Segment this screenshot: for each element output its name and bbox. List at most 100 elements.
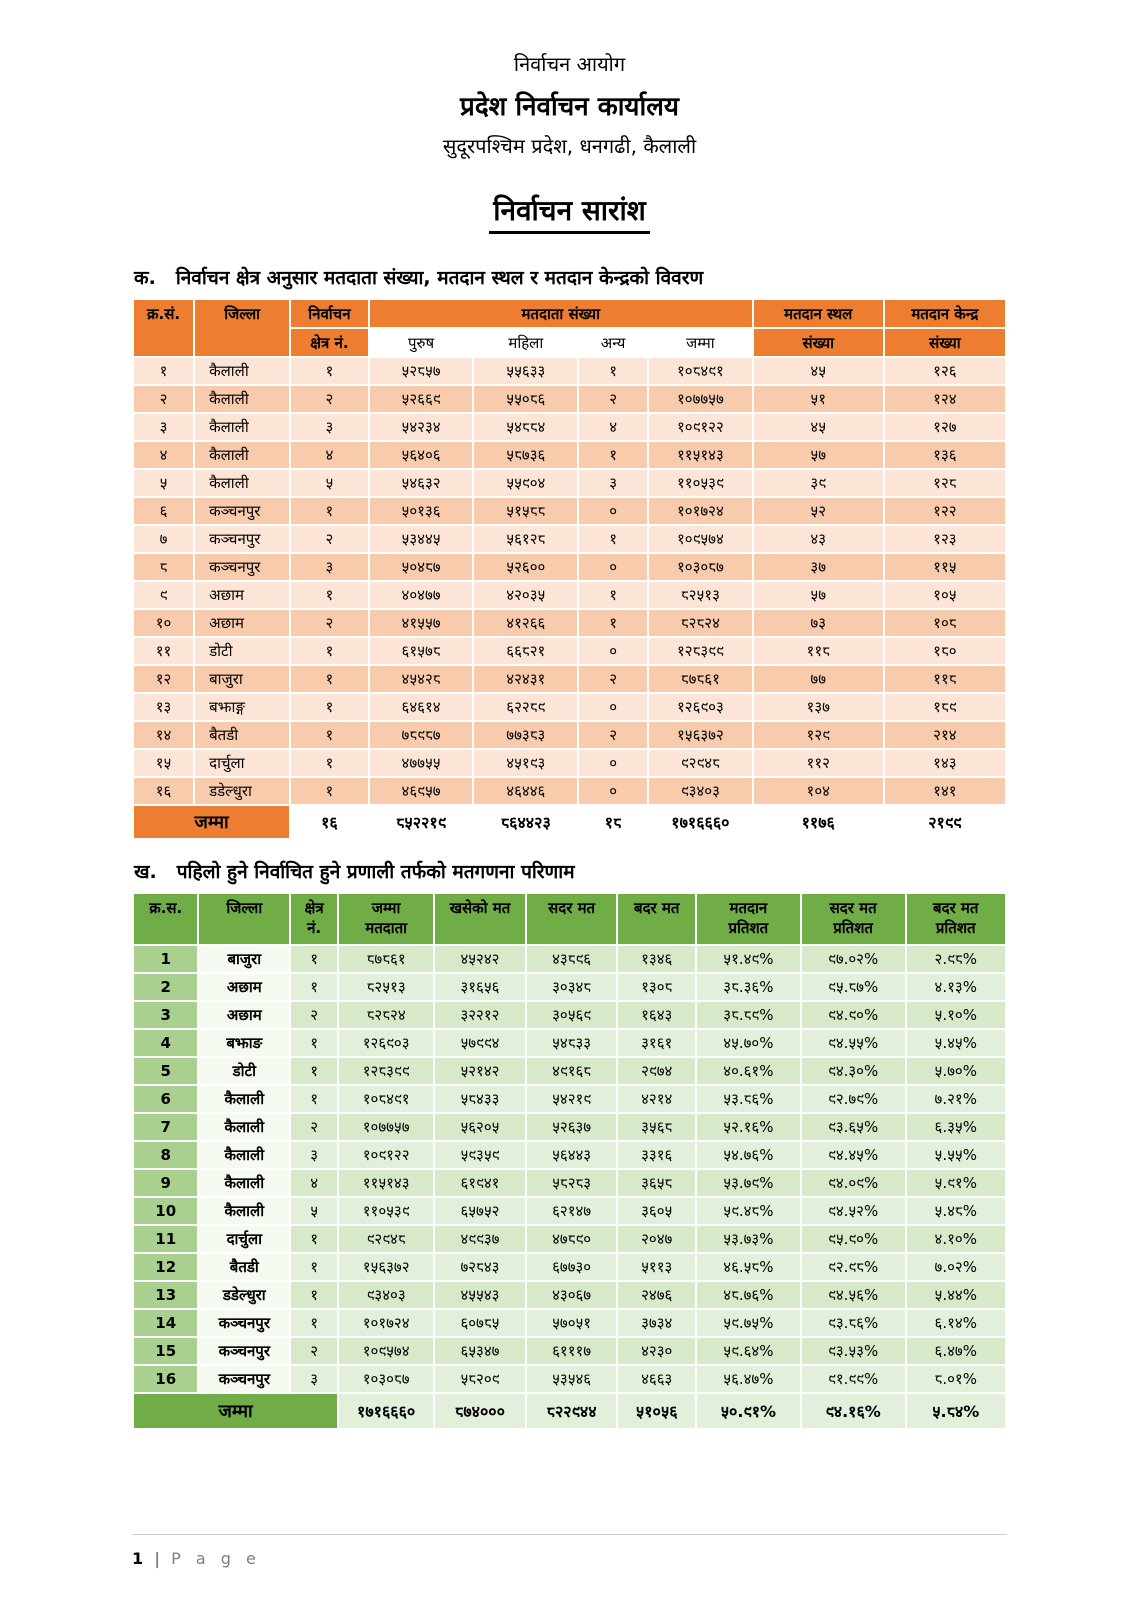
table-cell: कैलाली: [193, 412, 292, 442]
table-cell: ०: [577, 552, 650, 582]
table-cell: ४५५४३: [433, 1280, 527, 1310]
table-cell: १: [289, 972, 340, 1002]
table-cell: १: [577, 580, 650, 610]
table-cell: ९४.९०%: [799, 1000, 907, 1030]
table-cell: १: [131, 356, 196, 386]
table-cell: ४३: [751, 524, 885, 554]
voter-summary-table: क्र.सं. जिल्ला निर्वाचन मतदाता संख्या मत…: [131, 298, 1008, 840]
table-cell: ९: [131, 580, 196, 610]
table-row: 8 कैलाली ३ १०९१२२ ५९३५९ ५६४४३ ३३१६ ५४.७६% ९४.४५%…: [131, 1140, 1008, 1170]
column-header-turnout-pct: मतदान प्रतिशत: [695, 892, 802, 946]
table-cell: ५: [289, 1196, 340, 1226]
table-row: 1 बाजुरा १ ८७८६१ ४५२४२ ४३८९६ १३४६ ५१.४९% ९७.०२% २…: [131, 944, 1008, 974]
table-cell: 11: [131, 1224, 200, 1254]
table-cell: १५६३७२: [647, 720, 754, 750]
table-cell: १: [289, 496, 370, 526]
section-a-label: क.: [134, 267, 156, 289]
table-cell: १३४६: [616, 944, 698, 974]
table-cell: १६: [131, 776, 196, 806]
table-cell: 7: [131, 1112, 200, 1142]
table-cell: ६.१४%: [904, 1308, 1008, 1338]
column-header-polling-place-count: संख्या: [751, 327, 885, 358]
table-row: ३ कैलाली ३ ५४२३४ ५४८८४ ४ १०९१२२ ४५ १२७: [131, 412, 1008, 442]
column-header-total-voters: जम्मा मतदाता: [337, 892, 436, 946]
table-cell: ५३४४५: [367, 524, 475, 554]
table-cell: कैलाली: [197, 1168, 292, 1198]
table-cell: ४: [289, 440, 370, 470]
table-cell: २४७६: [616, 1280, 698, 1310]
voter-summary-table-body: १ कैलाली १ ५२८५७ ५५६३३ १ १०८४९१ ४५ १२६ २ कैलाली २ ५२…: [131, 356, 1008, 806]
table-cell: ४: [131, 440, 196, 470]
table-cell: ११०५३९: [647, 468, 754, 498]
table-cell: ७: [131, 524, 196, 554]
table-cell: ९२९४८: [337, 1224, 436, 1254]
table-cell: ११८: [751, 636, 885, 666]
table-cell: बझाङ: [197, 1028, 292, 1058]
table-cell: ५७: [751, 580, 885, 610]
table-cell: ९५.९०%: [799, 1224, 907, 1254]
table-row: १३ बझाङ्ग १ ६४६१४ ६२२८९ ० १२६९०३ १३७ १८९: [131, 692, 1008, 722]
table-cell: ६१५७८: [367, 636, 475, 666]
table-cell: ५२१४२: [433, 1056, 527, 1086]
column-header-other: अन्य: [577, 327, 650, 358]
table-cell: ४२३०: [616, 1336, 698, 1366]
table-cell: १२६९०३: [337, 1028, 436, 1058]
table-cell: 6: [131, 1084, 200, 1114]
table-cell: ४५.७०%: [695, 1028, 802, 1058]
table-cell: कैलाली: [197, 1084, 292, 1114]
table-cell: ३७: [751, 552, 885, 582]
table-cell: अछाम: [197, 1000, 292, 1030]
table-cell: ५३.८६%: [695, 1084, 802, 1114]
table-cell: ८७८६१: [647, 664, 754, 694]
vote-count-table-header: क्र.स. जिल्ला क्षेत्र नं. जम्मा मतदाता ख…: [131, 892, 1008, 946]
table-cell: १०९५७४: [647, 524, 754, 554]
total-valid-votes: ८२२९४४: [524, 1392, 619, 1430]
table-cell: ११०५३९: [337, 1196, 436, 1226]
column-header-constituency-no: क्षेत्र नं.: [289, 327, 370, 358]
table-cell: १२८३९९: [647, 636, 754, 666]
table-cell: ९२९४८: [647, 748, 754, 778]
table-cell: ६.४७%: [904, 1336, 1008, 1366]
table-cell: ६२२८९: [472, 692, 580, 722]
table-cell: १: [289, 692, 370, 722]
table-cell: ४३८९६: [524, 944, 619, 974]
table-row: १६ डडेल्धुरा १ ४६९५७ ४६४४६ ० ९३४०३ १०४ १४१: [131, 776, 1008, 806]
table-cell: ३: [289, 412, 370, 442]
table-cell: ५१५८८: [472, 496, 580, 526]
table-cell: २: [289, 608, 370, 638]
table-cell: ७३: [751, 608, 885, 638]
page-footer-separator: |: [154, 1549, 161, 1568]
voter-summary-table-header: क्र.सं. जिल्ला निर्वाचन मतदाता संख्या मत…: [131, 298, 1008, 358]
table-cell: ४.१३%: [904, 972, 1008, 1002]
table-cell: ०: [577, 776, 650, 806]
table-row: 16 कञ्चनपुर ३ १०३०८७ ५८२०९ ५३५४६ ४६६३ ५६.४७% ९१.…: [131, 1364, 1008, 1394]
table-cell: ६६८२१: [472, 636, 580, 666]
table-cell: ९१.९९%: [799, 1364, 907, 1394]
total-constituencies: १६: [289, 804, 370, 840]
table-cell: १४१: [882, 776, 1008, 806]
table-cell: ६४६१४: [367, 692, 475, 722]
table-cell: १: [289, 1028, 340, 1058]
table-cell: कैलाली: [197, 1196, 292, 1226]
table-cell: ५७: [751, 440, 885, 470]
table-cell: १२६९०३: [647, 692, 754, 722]
table-cell: ३३१६: [616, 1140, 698, 1170]
table-cell: ५: [289, 468, 370, 498]
table-cell: ५.४४%: [904, 1280, 1008, 1310]
table-cell: ८२५१३: [337, 972, 436, 1002]
table-cell: २: [577, 720, 650, 750]
table-row: ७ कञ्चनपुर २ ५३४४५ ५६१२८ १ १०९५७४ ४३ १२३: [131, 524, 1008, 554]
table-cell: ८.०१%: [904, 1364, 1008, 1394]
table-cell: १५: [131, 748, 196, 778]
section-b-heading: ख. पहिलो हुने निर्वाचित हुने प्रणाली तर्…: [134, 858, 1007, 884]
table-cell: ६२१४७: [524, 1196, 619, 1226]
table-cell: १: [289, 1280, 340, 1310]
table-cell: ३०५६९: [524, 1000, 619, 1030]
table-cell: ९२.७९%: [799, 1084, 907, 1114]
table-cell: १: [289, 748, 370, 778]
total-votes-cast: ८७४०००: [433, 1392, 527, 1430]
table-cell: ५६४४३: [524, 1140, 619, 1170]
table-cell: ४.१०%: [904, 1224, 1008, 1254]
table-cell: १२२: [882, 496, 1008, 526]
